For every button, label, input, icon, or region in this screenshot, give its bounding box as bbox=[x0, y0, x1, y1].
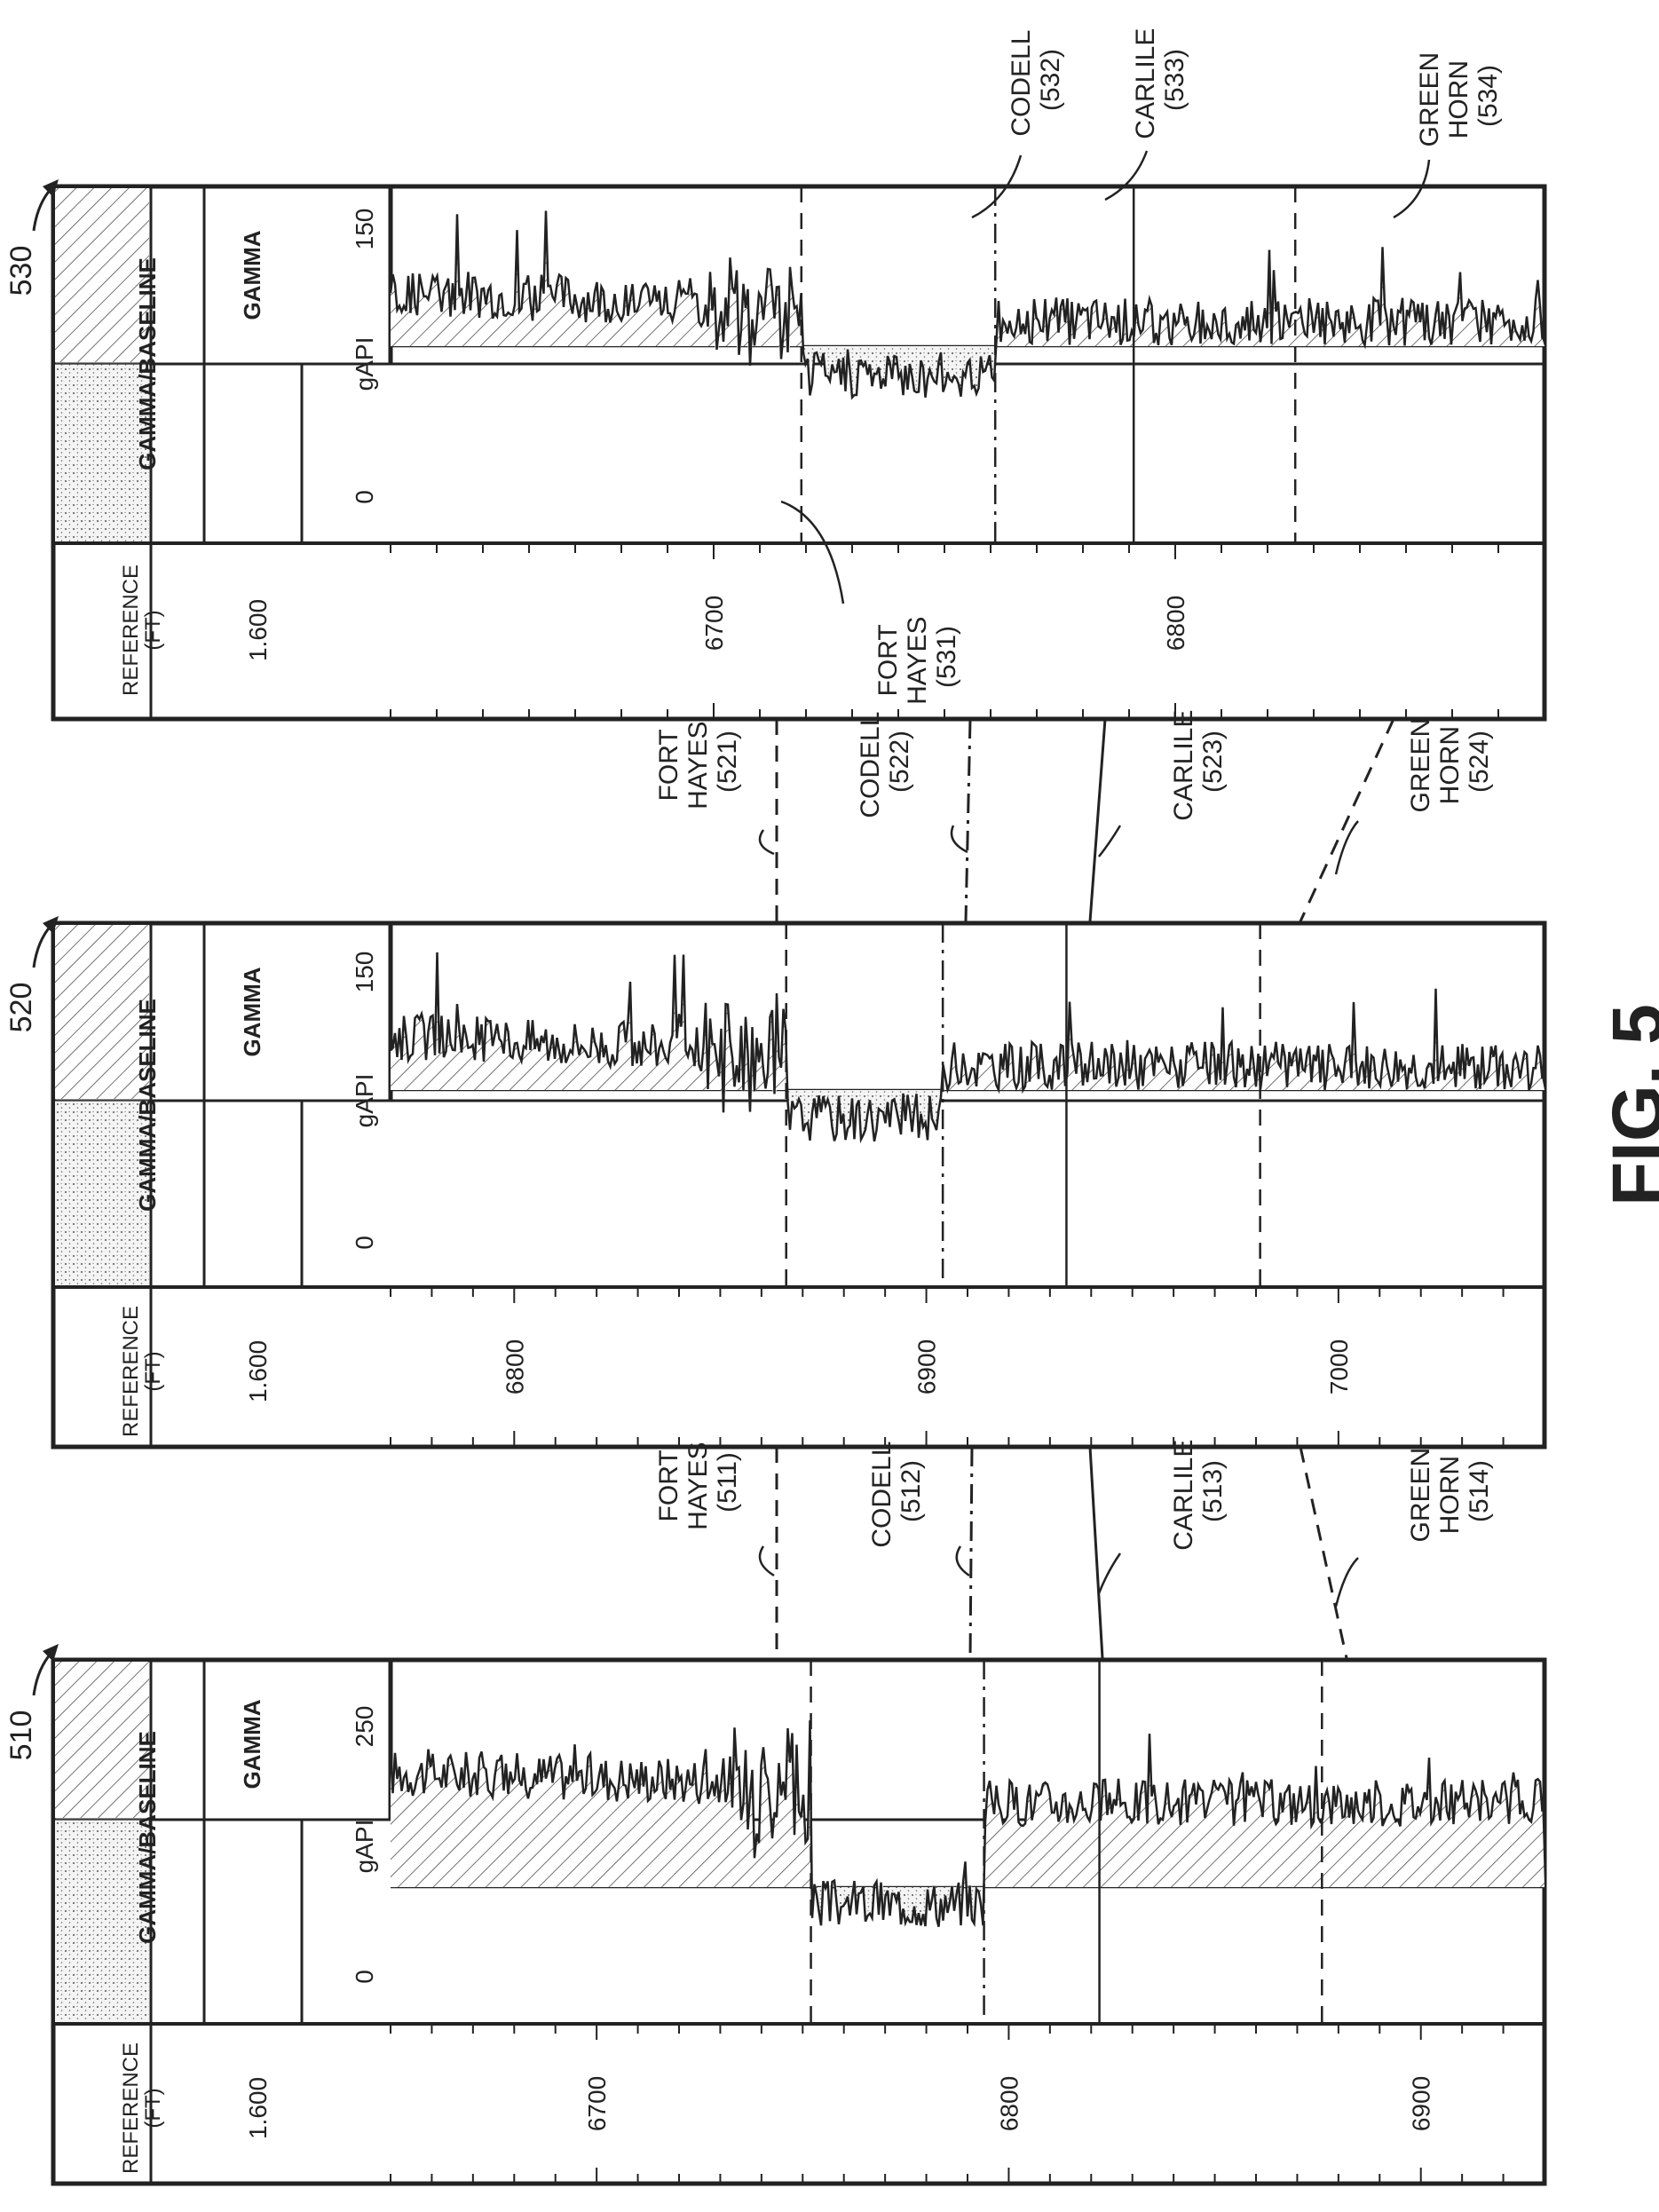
callout-512: CODELL (512) bbox=[867, 1434, 926, 1547]
callout-522: CODELL (522) bbox=[856, 705, 914, 818]
figure-caption: FIG. 5 bbox=[1598, 1004, 1659, 1206]
legend-label: GAMMA/BASELINE bbox=[134, 1731, 161, 1944]
leader-522 bbox=[950, 825, 968, 854]
track-label: GAMMA bbox=[239, 1699, 265, 1789]
gamma-above-baseline-fill bbox=[391, 210, 1544, 346]
leader-512 bbox=[955, 1545, 970, 1577]
legend-baseline-swatch bbox=[55, 925, 149, 1099]
correlation-line-codell bbox=[964, 718, 972, 922]
leader-511 bbox=[758, 1545, 775, 1577]
depth-label: 6800 bbox=[501, 1339, 528, 1394]
panel-frame bbox=[51, 1657, 1547, 2186]
depth-label: 6800 bbox=[1162, 596, 1189, 651]
axis-unit-label: gAPI bbox=[351, 1820, 378, 1874]
leader-531 bbox=[780, 500, 845, 604]
panel-520: GAMMA/BASELINE GAMMA REFERENCE (FT) 1.60… bbox=[51, 920, 1547, 1450]
legend-label: GAMMA/BASELINE bbox=[134, 257, 161, 470]
gamma-below-baseline-fill bbox=[391, 1090, 1544, 1142]
correlation-line-carlile bbox=[1088, 1446, 1104, 1659]
ref-arrow-510 bbox=[32, 1652, 53, 1696]
legend-baseline-swatch bbox=[55, 1662, 149, 1818]
depth-scale: 1.600 bbox=[244, 1340, 272, 1402]
callout-532: CODELL (532) bbox=[1007, 23, 1065, 136]
legend-baseline-swatch bbox=[55, 188, 149, 362]
leader-524 bbox=[1334, 820, 1359, 875]
axis-unit-label: gAPI bbox=[351, 337, 378, 391]
depth-label: 6800 bbox=[995, 2076, 1023, 2131]
depth-header-line-2: (FT) bbox=[141, 1351, 165, 1391]
leader-514 bbox=[1334, 1557, 1359, 1608]
callout-531: FORT HAYES (531) bbox=[873, 609, 961, 705]
gamma-above-baseline-fill bbox=[391, 1720, 1544, 1887]
correlation-line-green-horn bbox=[1299, 718, 1395, 922]
ref-number-520: 520 bbox=[4, 983, 38, 1033]
axis-unit-label: gAPI bbox=[351, 1074, 378, 1128]
gamma-below-baseline-fill bbox=[391, 346, 1544, 398]
ref-arrowhead-520 bbox=[43, 916, 59, 934]
axis-min-label: 0 bbox=[351, 1970, 378, 1984]
panel-frame bbox=[51, 920, 1547, 1450]
depth-label: 6700 bbox=[583, 2076, 611, 2131]
depth-label: 6900 bbox=[1408, 2076, 1435, 2131]
axis-min-label: 0 bbox=[351, 1236, 378, 1250]
callout-534: GREEN HORN (534) bbox=[1415, 44, 1503, 146]
legend-label: GAMMA/BASELINE bbox=[134, 999, 161, 1212]
depth-label: 7000 bbox=[1325, 1339, 1353, 1394]
panel-510: GAMMA/BASELINE GAMMA REFERENCE (FT) 1.60… bbox=[51, 1657, 1547, 2186]
axis-max-label: 150 bbox=[351, 209, 378, 250]
ref-arrow-530 bbox=[32, 187, 53, 232]
callout-524: GREEN HORN (524) bbox=[1406, 710, 1494, 812]
ref-arrowhead-510 bbox=[43, 1644, 59, 1662]
depth-label: 6700 bbox=[700, 596, 728, 651]
correlation-line-carlile bbox=[1088, 718, 1107, 922]
leader-521 bbox=[758, 829, 775, 856]
legend-gamma-swatch bbox=[55, 1101, 149, 1285]
leader-534 bbox=[1393, 159, 1431, 219]
leader-523 bbox=[1098, 825, 1122, 857]
leader-532 bbox=[971, 154, 1023, 219]
callout-511: FORT HAYES (511) bbox=[654, 1434, 742, 1530]
log-tracks: 6700 6800 6900 6800 6900 7000 6700 6800 bbox=[389, 186, 1545, 2184]
ref-number-530: 530 bbox=[4, 246, 38, 296]
callout-514: GREEN HORN (514) bbox=[1406, 1440, 1494, 1542]
depth-header-line-1: REFERENCE bbox=[119, 1306, 143, 1437]
legend-gamma-swatch bbox=[55, 364, 149, 541]
callout-521: FORT HAYES (521) bbox=[654, 714, 742, 810]
callout-leaders bbox=[758, 150, 1431, 1608]
track-label: GAMMA bbox=[239, 967, 265, 1056]
depth-header-line-1: REFERENCE bbox=[119, 565, 143, 696]
callout-513: CARLILE (513) bbox=[1169, 1432, 1228, 1550]
correlation-line-codell bbox=[968, 1446, 974, 1659]
panel-530: GAMMA/BASELINE GAMMA REFERENCE (FT) 1.60… bbox=[51, 184, 1547, 722]
track-label: GAMMA bbox=[239, 230, 265, 320]
ref-number-510: 510 bbox=[4, 1710, 38, 1761]
correlation-line-green-horn bbox=[1299, 1446, 1348, 1659]
axis-max-label: 250 bbox=[351, 1706, 378, 1748]
axis-max-label: 150 bbox=[351, 952, 378, 993]
legend-gamma-swatch bbox=[55, 1820, 149, 2022]
gamma-above-baseline-fill bbox=[391, 952, 1544, 1090]
depth-label: 6900 bbox=[913, 1339, 941, 1394]
leader-533 bbox=[1104, 150, 1149, 201]
leader-513 bbox=[1097, 1552, 1122, 1594]
depth-scale: 1.600 bbox=[244, 599, 272, 661]
gamma-curve bbox=[389, 210, 1544, 400]
depth-header-line-2: (FT) bbox=[141, 2088, 165, 2128]
correlation-lines bbox=[775, 718, 1395, 1659]
depth-header-line-2: (FT) bbox=[141, 610, 165, 650]
ref-arrow-520 bbox=[32, 924, 53, 968]
panel-frame bbox=[51, 184, 1547, 722]
reference-numerals: 510 520 530 bbox=[4, 179, 59, 1760]
axis-min-label: 0 bbox=[351, 490, 378, 504]
callout-523: CARLILE (523) bbox=[1169, 702, 1228, 820]
gamma-curve bbox=[389, 1720, 1544, 1928]
callout-labels: FORT HAYES (511) CODELL (512) CARLILE (5… bbox=[654, 20, 1503, 1551]
callout-533: CARLILE (533) bbox=[1131, 20, 1189, 138]
depth-scale: 1.600 bbox=[244, 2077, 272, 2139]
ref-arrowhead-530 bbox=[43, 179, 59, 197]
depth-header-line-1: REFERENCE bbox=[119, 2042, 143, 2174]
gamma-curve bbox=[390, 952, 1544, 1144]
